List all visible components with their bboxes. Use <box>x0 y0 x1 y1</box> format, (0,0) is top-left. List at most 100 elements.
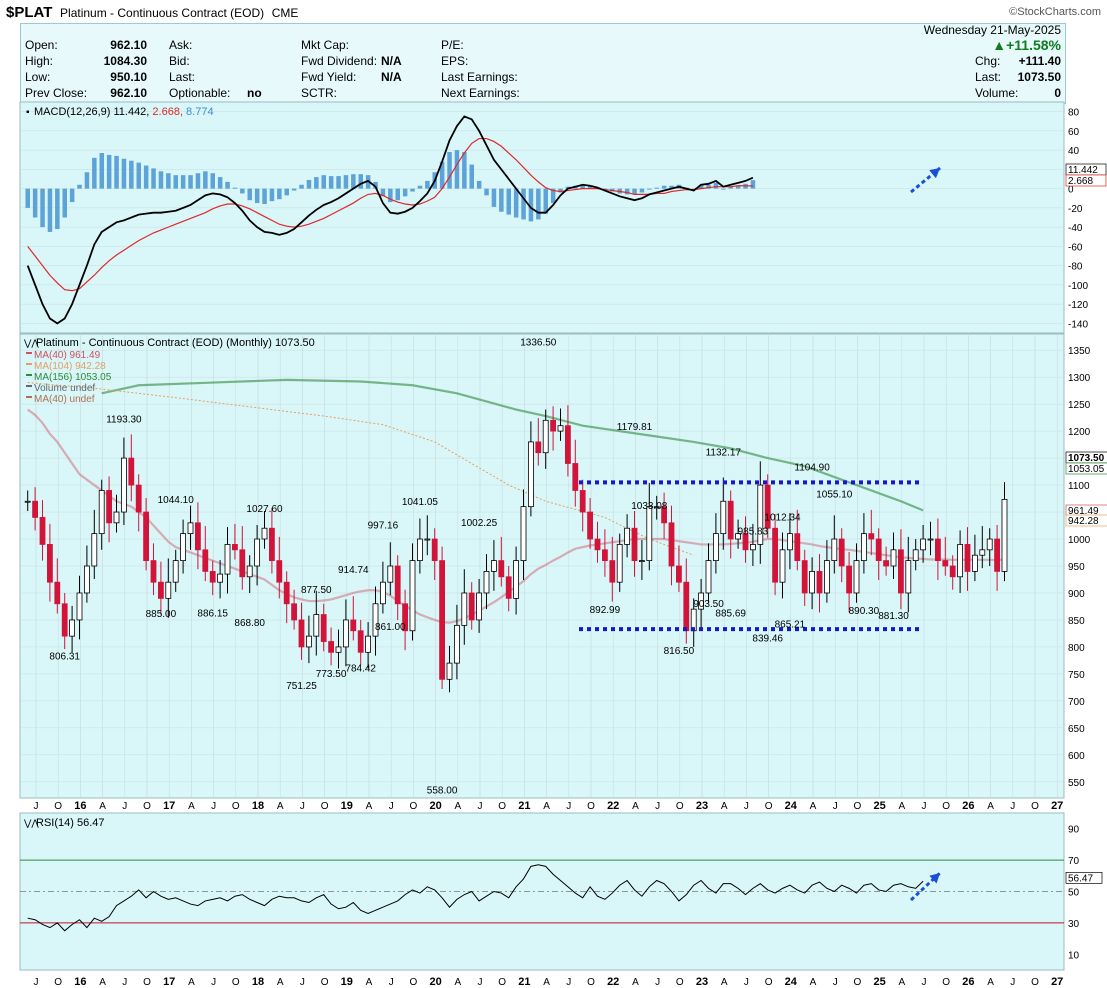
macd-histogram-bar <box>454 150 460 189</box>
rsi-x-axis-tick: 24 <box>785 976 798 988</box>
rsi-x-axis-tick: J <box>744 977 749 988</box>
price-annotation: 861.00 <box>375 622 406 633</box>
candle-up <box>557 425 564 432</box>
rsi-x-axis-tick: 18 <box>252 976 264 988</box>
price-legend-swatch <box>26 374 32 376</box>
rsi-x-axis-tick: O <box>942 977 950 988</box>
macd-y-tick: 60 <box>1068 127 1080 138</box>
candle-down <box>128 457 135 486</box>
candle-down <box>764 484 771 529</box>
fwd-yield-value: N/A <box>381 70 402 84</box>
candle-up <box>890 549 897 567</box>
candle-up <box>542 419 549 454</box>
price-x-axis-tick: O <box>143 801 151 812</box>
price-annotation: 881.30 <box>878 611 909 622</box>
candle-down <box>439 560 446 680</box>
price-annotation: 784.42 <box>345 663 376 674</box>
chg-value: +111.40 <box>1018 54 1061 68</box>
change-percent: ▲+11.58% <box>992 37 1061 53</box>
macd-y-tick: -100 <box>1068 281 1088 292</box>
rsi-y-tick: 30 <box>1068 919 1080 930</box>
macd-histogram-bar <box>521 188 526 220</box>
price-x-axis-tick: J <box>922 801 927 812</box>
candle-down <box>801 560 808 594</box>
rsi-x-axis-tick: O <box>410 977 418 988</box>
candle-down <box>209 570 216 583</box>
price-legend-item: MA(156) 1053.05 <box>34 372 112 383</box>
price-legend-swatch <box>26 363 32 365</box>
candle-up <box>483 570 490 594</box>
macd-histogram-bar <box>232 187 238 189</box>
candle-up <box>453 624 460 664</box>
rsi-x-axis-tick: 20 <box>429 976 441 988</box>
macd-histogram-bar <box>151 168 156 189</box>
rsi-x-axis-tick: O <box>232 977 240 988</box>
macd-histogram-bar <box>647 188 652 190</box>
price-annotation: 892.99 <box>590 605 621 616</box>
candle-up <box>446 662 453 680</box>
price-legend-item: MA(40) 961.49 <box>34 350 101 361</box>
rsi-x-axis-tick: A <box>721 977 728 988</box>
price-annotation: 877.50 <box>301 585 332 596</box>
price-x-axis-tick: J <box>122 801 127 812</box>
macd-histogram-bar <box>639 188 645 193</box>
rsi-x-axis-tick: J <box>34 977 39 988</box>
macd-histogram-bar <box>402 188 408 197</box>
candle-up <box>180 533 187 562</box>
price-legend-item: Volume undef <box>34 383 95 394</box>
candle-down <box>239 549 246 578</box>
candle-up <box>254 538 261 567</box>
symbol-description: Platinum - Continuous Contract (EOD) <box>60 6 265 20</box>
candle-up <box>172 560 179 583</box>
candle-up <box>528 441 534 508</box>
symbol-label: $PLAT <box>6 4 53 21</box>
macd-histogram-bar <box>447 152 452 189</box>
candle-up <box>416 538 423 562</box>
price-x-axis-tick: A <box>366 801 373 812</box>
candle-down <box>106 490 112 524</box>
candle-down <box>683 581 690 632</box>
candle-down <box>350 619 357 632</box>
rsi-x-axis-tick: J <box>211 977 216 988</box>
price-x-axis-tick: A <box>898 801 905 812</box>
rsi-x-axis-tick: O <box>498 977 506 988</box>
macd-histogram-bar <box>180 175 186 189</box>
candle-down <box>609 560 616 583</box>
candle-up <box>653 506 660 509</box>
candle-up <box>113 511 120 524</box>
candle-down <box>394 565 401 605</box>
price-x-axis-tick: O <box>587 801 595 812</box>
rsi-x-axis-tick: O <box>587 977 595 988</box>
rsi-x-axis-tick: J <box>1010 977 1015 988</box>
macd-histogram-bar <box>77 184 82 189</box>
candle-down <box>468 592 475 621</box>
candle-down <box>157 581 164 599</box>
macd-histogram-bar <box>166 173 171 189</box>
price-y-tick: 1200 <box>1068 427 1091 438</box>
candle-up <box>379 581 386 605</box>
macd-histogram-bar <box>565 186 571 189</box>
price-legend-swatch <box>26 352 32 354</box>
candle-down <box>816 570 823 594</box>
candle-down <box>572 463 579 491</box>
rsi-x-axis-tick: J <box>389 977 394 988</box>
candle-down <box>54 581 61 605</box>
price-x-axis-tick: 24 <box>785 800 798 812</box>
stockcharts-logo: ©StockCharts.com <box>1009 6 1101 18</box>
candle-up <box>1001 498 1008 572</box>
macd-histogram-bar <box>661 185 667 189</box>
rsi-x-axis-tick: A <box>454 977 461 988</box>
rsi-x-axis-tick: A <box>810 977 817 988</box>
chg-label: Chg: <box>975 54 1001 68</box>
candle-down <box>846 565 852 594</box>
ma104-line <box>27 382 694 556</box>
macd-arrow-head <box>929 168 940 179</box>
price-x-axis-tick: 23 <box>696 800 708 812</box>
candle-down <box>202 549 209 572</box>
macd-histogram-bar <box>25 188 30 208</box>
candle-down <box>838 538 845 567</box>
candle-up <box>24 500 31 503</box>
macd-histogram-bar <box>262 188 267 205</box>
rsi-x-axis-tick: A <box>99 977 106 988</box>
